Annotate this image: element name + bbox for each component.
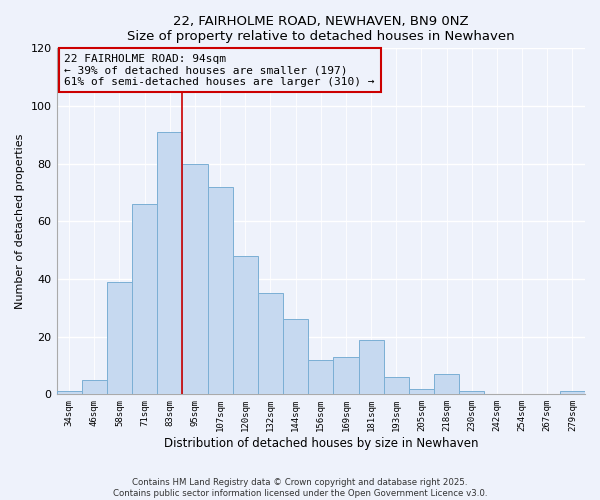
X-axis label: Distribution of detached houses by size in Newhaven: Distribution of detached houses by size … [164,437,478,450]
Y-axis label: Number of detached properties: Number of detached properties [15,134,25,309]
Bar [459,392,484,394]
Bar [560,392,585,394]
Title: 22, FAIRHOLME ROAD, NEWHAVEN, BN9 0NZ
Size of property relative to detached hous: 22, FAIRHOLME ROAD, NEWHAVEN, BN9 0NZ Si… [127,15,515,43]
Bar [208,186,233,394]
Bar [258,294,283,394]
Bar [82,380,107,394]
Bar [409,388,434,394]
Bar [434,374,459,394]
Bar [182,164,208,394]
Bar [107,282,132,395]
Bar [383,377,409,394]
Bar [359,340,383,394]
Bar [132,204,157,394]
Bar [233,256,258,394]
Bar [308,360,334,394]
Bar [283,320,308,394]
Text: 22 FAIRHOLME ROAD: 94sqm
← 39% of detached houses are smaller (197)
61% of semi-: 22 FAIRHOLME ROAD: 94sqm ← 39% of detach… [64,54,375,86]
Bar [56,392,82,394]
Bar [157,132,182,394]
Text: Contains HM Land Registry data © Crown copyright and database right 2025.
Contai: Contains HM Land Registry data © Crown c… [113,478,487,498]
Bar [334,357,359,395]
